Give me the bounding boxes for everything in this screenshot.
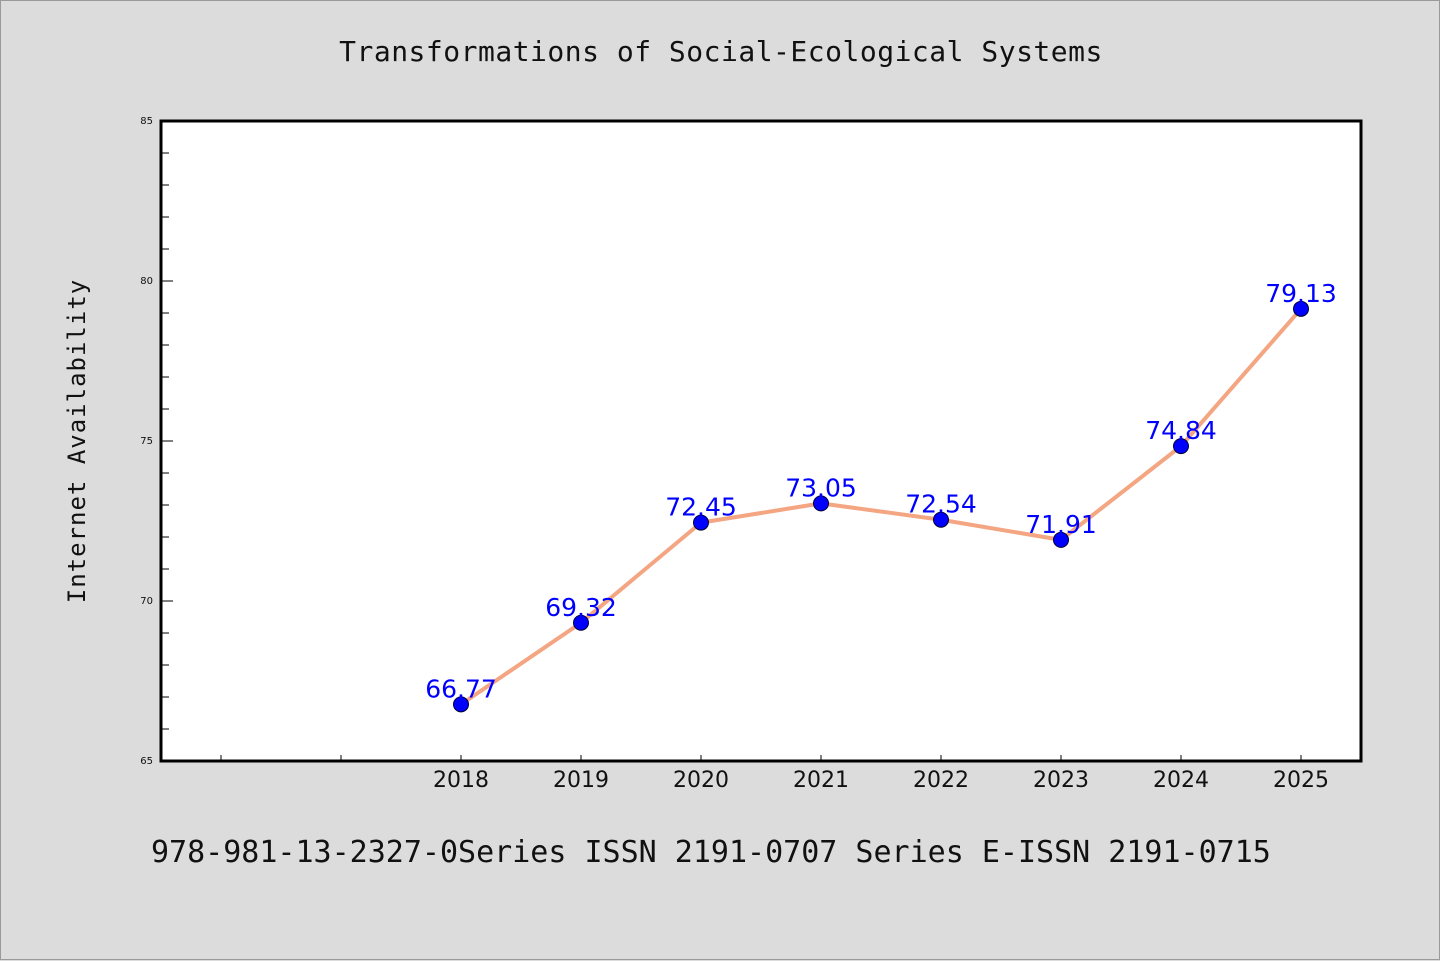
- x-tick-label: 2018: [433, 768, 489, 793]
- y-tick-label: 70: [140, 596, 153, 607]
- data-point: [933, 511, 949, 528]
- data-point: [813, 495, 829, 512]
- data-point: [693, 514, 709, 531]
- x-tick-label: 2020: [673, 768, 729, 793]
- x-tick-label: 2022: [913, 768, 969, 793]
- y-axis: 65 70 75 80 85: [140, 116, 173, 767]
- chart-title: Transformations of Social-Ecological Sys…: [339, 35, 1103, 68]
- x-tick-label: 2019: [553, 768, 609, 793]
- data-point: [1293, 300, 1309, 317]
- series-markers: [453, 300, 1309, 713]
- footer-isbn-text: 978-981-13-2327-0Series ISSN 2191-0707 S…: [151, 835, 1271, 870]
- data-point: [453, 696, 469, 713]
- y-tick-label: 65: [140, 756, 153, 767]
- data-label: 72.45: [665, 493, 737, 522]
- data-label: 79.13: [1265, 279, 1337, 308]
- x-tick-label: 2023: [1033, 768, 1089, 793]
- series-line: [459, 307, 1303, 707]
- x-axis: 2018 2019 2020 2021 2022 2023 2024 2025: [220, 755, 1329, 793]
- y-tick-label: 80: [140, 276, 153, 287]
- data-label: 66.77: [425, 674, 497, 703]
- data-label: 72.54: [905, 490, 977, 519]
- x-tick-label: 2021: [793, 768, 849, 793]
- y-tick-label: 85: [140, 116, 153, 127]
- plot-area: [159, 119, 1363, 763]
- data-labels: 66.77 69.32 72.45 73.05 72.54 71.91 74.84 79.13: [425, 279, 1337, 704]
- data-label: 69.32: [545, 593, 617, 622]
- x-tick-label: 2024: [1153, 768, 1209, 793]
- series-line-group: [459, 307, 1303, 707]
- y-axis-label: Internet Availability: [63, 279, 91, 603]
- y-tick-label: 75: [140, 436, 153, 447]
- data-point: [573, 614, 589, 631]
- data-point: [1173, 438, 1189, 455]
- data-label: 74.84: [1145, 416, 1217, 445]
- x-tick-label: 2025: [1273, 768, 1329, 793]
- data-label: 73.05: [785, 473, 857, 502]
- data-point: [1053, 531, 1069, 548]
- data-label: 71.91: [1025, 510, 1097, 539]
